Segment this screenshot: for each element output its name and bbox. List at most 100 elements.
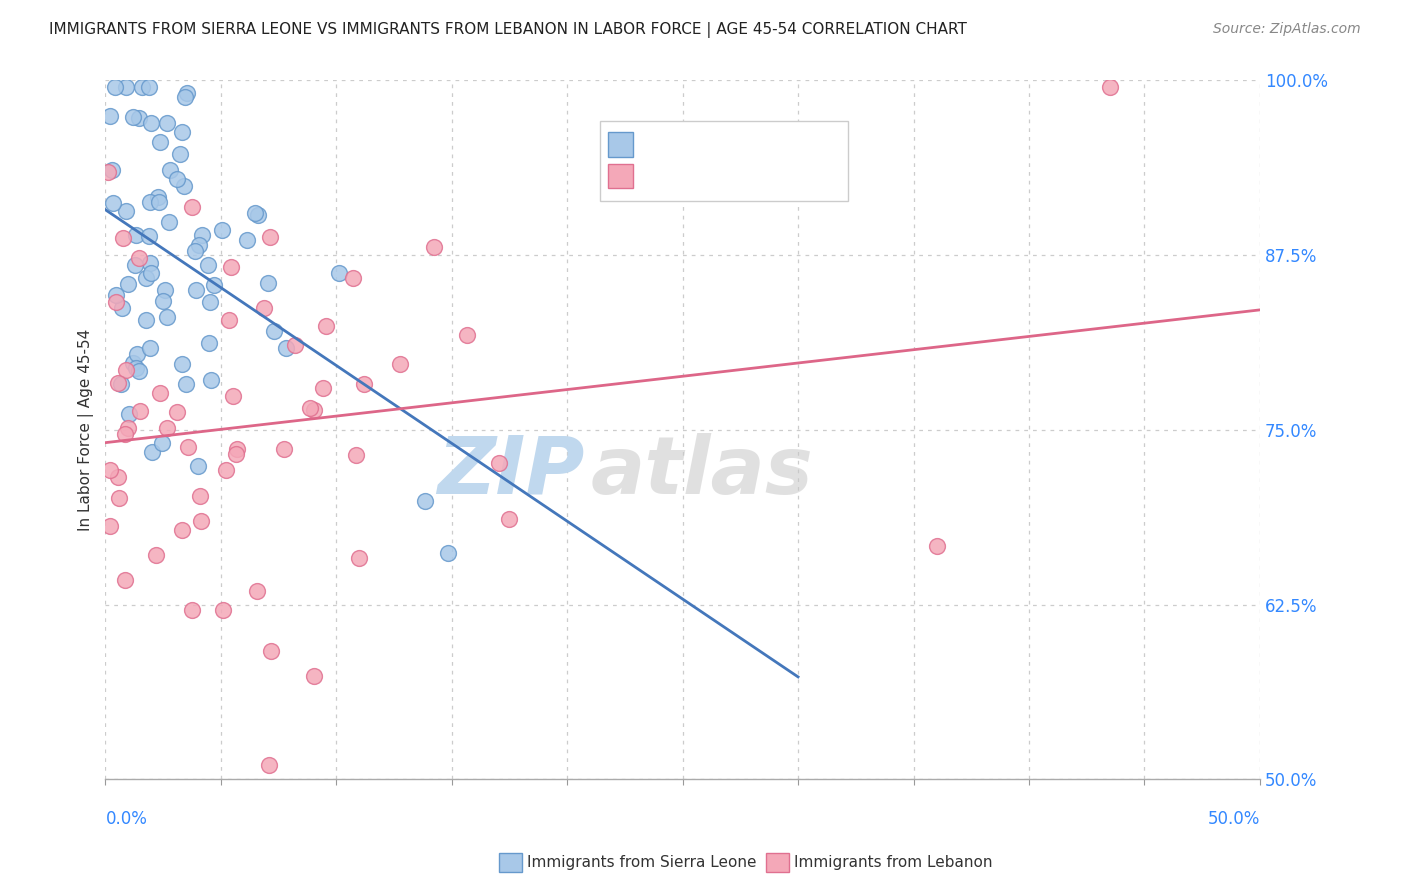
Point	[253, 301, 276, 316]
Point	[177, 441, 200, 455]
Point	[218, 312, 240, 326]
Point	[97, 165, 120, 179]
Point	[125, 346, 148, 360]
FancyBboxPatch shape	[599, 120, 848, 201]
Point	[170, 357, 193, 371]
Point	[159, 162, 181, 177]
Text: ZIP: ZIP	[437, 433, 585, 510]
Point	[110, 377, 132, 392]
Point	[135, 313, 157, 327]
Point	[173, 90, 195, 104]
Point	[150, 435, 173, 450]
Point	[129, 404, 152, 418]
Point	[139, 341, 162, 355]
Point	[181, 200, 204, 214]
Point	[118, 407, 141, 421]
Point	[121, 356, 143, 370]
Point	[98, 518, 121, 533]
Point	[202, 278, 225, 293]
Point	[139, 256, 162, 270]
Point	[103, 195, 125, 210]
Text: 0.237: 0.237	[683, 167, 741, 185]
Point	[128, 363, 150, 377]
Point	[187, 238, 209, 252]
Text: R =: R =	[640, 136, 676, 153]
Y-axis label: In Labor Force | Age 45-54: In Labor Force | Age 45-54	[79, 328, 94, 531]
Point	[243, 206, 266, 220]
Point	[149, 136, 172, 150]
Point	[273, 442, 295, 456]
Point	[222, 389, 245, 403]
Point	[328, 266, 350, 280]
Point	[260, 644, 283, 658]
Text: 53: 53	[779, 167, 801, 185]
Text: Immigrants from Lebanon: Immigrants from Lebanon	[794, 855, 993, 870]
Text: IMMIGRANTS FROM SIERRA LEONE VS IMMIGRANTS FROM LEBANON IN LABOR FORCE | AGE 45-: IMMIGRANTS FROM SIERRA LEONE VS IMMIGRAN…	[49, 22, 967, 38]
Point	[107, 470, 129, 484]
Point	[299, 401, 322, 415]
Point	[148, 194, 170, 209]
Text: atlas: atlas	[591, 433, 813, 510]
Point	[257, 276, 280, 290]
Point	[117, 421, 139, 435]
Point	[114, 426, 136, 441]
Point	[187, 458, 209, 473]
Point	[200, 373, 222, 387]
Point	[149, 386, 172, 401]
Text: 0.0%: 0.0%	[105, 810, 148, 828]
Point	[1098, 80, 1121, 95]
Point	[157, 215, 180, 229]
Point	[263, 324, 285, 338]
Text: Immigrants from Sierra Leone: Immigrants from Sierra Leone	[527, 855, 756, 870]
Point	[124, 360, 146, 375]
Text: N =: N =	[741, 136, 778, 153]
Point	[145, 548, 167, 562]
Point	[156, 421, 179, 435]
Point	[184, 244, 207, 258]
Point	[98, 463, 121, 477]
Point	[304, 402, 326, 417]
Point	[190, 514, 212, 528]
Point	[211, 222, 233, 236]
Point	[456, 327, 478, 342]
Point	[413, 493, 436, 508]
Point	[173, 179, 195, 194]
Point	[156, 116, 179, 130]
Point	[141, 445, 163, 459]
Point	[172, 125, 194, 139]
Point	[197, 258, 219, 272]
Point	[215, 462, 238, 476]
Point	[135, 271, 157, 285]
Point	[315, 319, 337, 334]
Point	[122, 110, 145, 124]
Point	[101, 163, 124, 178]
Point	[312, 381, 335, 395]
Point	[211, 603, 233, 617]
Point	[141, 116, 163, 130]
Point	[388, 357, 411, 371]
Point	[139, 267, 162, 281]
Point	[259, 758, 281, 772]
Text: N =: N =	[741, 167, 778, 185]
Text: 50.0%: 50.0%	[1208, 810, 1260, 828]
Point	[115, 80, 138, 95]
Point	[98, 109, 121, 123]
Point	[115, 363, 138, 377]
Point	[156, 310, 179, 324]
Point	[247, 208, 270, 222]
Point	[347, 550, 370, 565]
Point	[198, 336, 221, 351]
Point	[488, 456, 510, 470]
FancyBboxPatch shape	[607, 164, 633, 188]
Point	[107, 491, 129, 505]
Point	[236, 233, 259, 247]
Text: Source: ZipAtlas.com: Source: ZipAtlas.com	[1213, 22, 1361, 37]
Point	[276, 341, 298, 355]
Point	[115, 204, 138, 219]
Point	[111, 301, 134, 316]
Point	[112, 230, 135, 244]
Point	[190, 227, 212, 242]
Point	[353, 376, 375, 391]
Point	[498, 512, 520, 526]
Point	[246, 584, 269, 599]
